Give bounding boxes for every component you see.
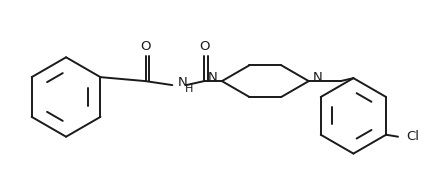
Text: N: N [313,71,322,84]
Text: N: N [177,76,187,89]
Text: Cl: Cl [406,130,419,143]
Text: O: O [199,40,209,53]
Text: H: H [185,84,194,94]
Text: O: O [140,40,151,53]
Text: N: N [208,71,218,84]
